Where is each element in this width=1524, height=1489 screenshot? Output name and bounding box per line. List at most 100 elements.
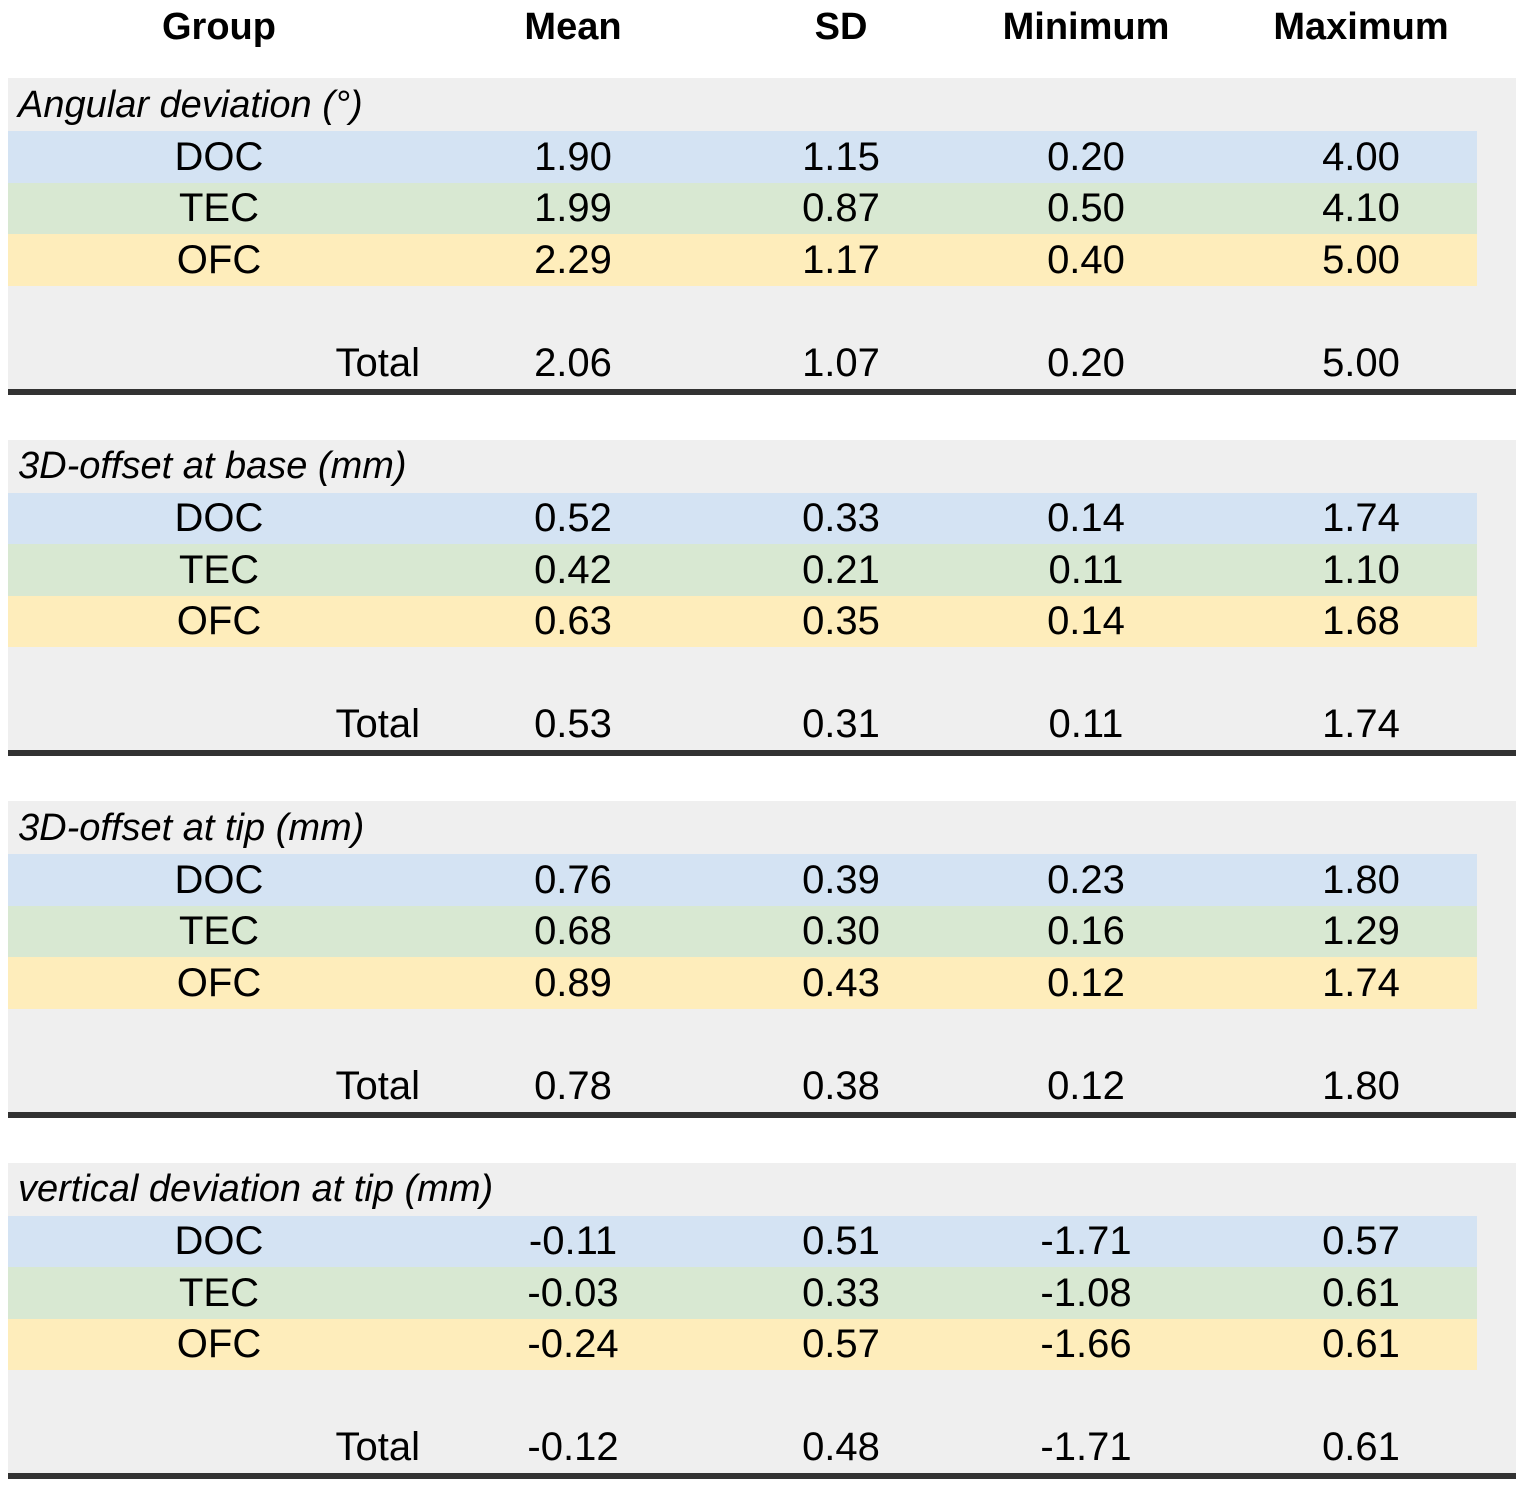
table-row-doc: DOC 0.52 0.33 0.14 1.74: [8, 492, 1516, 544]
section-vertical-deviation-at-tip: vertical deviation at tip (mm) DOC -0.11…: [8, 1162, 1516, 1479]
min-cell: 0.11: [1048, 702, 1124, 747]
group-cell: OFC: [176, 960, 262, 1005]
max-cell: 0.61: [1322, 1270, 1400, 1315]
table-row-ofc: OFC 0.63 0.35 0.14 1.68: [8, 595, 1516, 647]
mean-cell: 0.76: [534, 857, 612, 902]
mean-cell: 0.53: [534, 702, 612, 747]
table-header-row: Group Mean SD Minimum Maximum: [8, 0, 1516, 78]
sd-cell: 0.43: [802, 960, 880, 1005]
min-cell: 0.50: [1047, 186, 1125, 231]
sd-cell: 0.21: [802, 547, 880, 592]
spacer-row: [8, 647, 1516, 699]
min-cell: 0.14: [1047, 599, 1125, 644]
table-row-ofc: OFC 0.89 0.43 0.12 1.74: [8, 957, 1516, 1009]
sd-cell: 0.39: [802, 857, 880, 902]
mean-cell: -0.03: [527, 1270, 619, 1315]
max-cell: 1.10: [1322, 547, 1400, 592]
table-row-tec: TEC 0.68 0.30 0.16 1.29: [8, 905, 1516, 957]
mean-cell: 2.29: [534, 237, 612, 282]
section-title: vertical deviation at tip (mm): [18, 1168, 494, 1210]
min-cell: 0.20: [1047, 340, 1125, 385]
min-cell: 0.12: [1047, 960, 1125, 1005]
max-cell: 4.00: [1322, 134, 1400, 179]
min-cell: -1.71: [1040, 1219, 1132, 1264]
mean-cell: 0.78: [534, 1063, 612, 1108]
spacer-row: [8, 1370, 1516, 1422]
max-cell: 1.74: [1322, 702, 1400, 747]
max-cell: 0.61: [1322, 1322, 1400, 1367]
mean-cell: 0.68: [534, 909, 612, 954]
max-cell: 4.10: [1322, 186, 1400, 231]
max-cell: 1.29: [1322, 909, 1400, 954]
max-cell: 5.00: [1322, 340, 1400, 385]
sd-cell: 0.35: [802, 599, 880, 644]
group-cell: TEC: [179, 909, 259, 954]
group-cell: TEC: [179, 186, 259, 231]
sd-cell: 1.17: [802, 237, 880, 282]
total-label: Total: [335, 1063, 421, 1108]
mean-cell: 0.42: [534, 547, 612, 592]
section-title: Angular deviation (°): [18, 83, 363, 126]
column-header-sd: SD: [814, 6, 868, 48]
group-cell: DOC: [174, 857, 264, 902]
total-row: Total 0.53 0.31 0.11 1.74: [8, 699, 1516, 751]
total-row: Total 0.78 0.38 0.12 1.80: [8, 1060, 1516, 1112]
group-cell: OFC: [176, 599, 262, 644]
max-cell: 1.80: [1322, 1063, 1400, 1108]
table-row-doc: DOC 1.90 1.15 0.20 4.00: [8, 131, 1516, 183]
section-title: 3D-offset at tip (mm): [18, 806, 365, 849]
column-header-minimum: Minimum: [1002, 6, 1170, 48]
mean-cell: -0.11: [528, 1219, 618, 1264]
column-header-mean: Mean: [524, 6, 622, 48]
table-row-ofc: OFC 2.29 1.17 0.40 5.00: [8, 234, 1516, 286]
section-title: 3D-offset at base (mm): [18, 445, 407, 487]
mean-cell: 0.63: [534, 599, 612, 644]
sd-cell: 0.87: [802, 186, 880, 231]
sd-cell: 0.33: [802, 496, 880, 541]
min-cell: 0.11: [1048, 547, 1124, 592]
sd-cell: 1.07: [802, 340, 880, 385]
column-header-group: Group: [162, 6, 276, 48]
max-cell: 0.61: [1322, 1425, 1400, 1470]
mean-cell: 2.06: [534, 340, 612, 385]
spacer-row: [8, 1009, 1516, 1061]
group-cell: TEC: [179, 1270, 259, 1315]
table-row-tec: TEC 1.99 0.87 0.50 4.10: [8, 182, 1516, 234]
min-cell: 0.20: [1047, 134, 1125, 179]
mean-cell: -0.12: [527, 1425, 619, 1470]
min-cell: 0.40: [1047, 237, 1125, 282]
max-cell: 1.74: [1322, 496, 1400, 541]
total-row: Total -0.12 0.48 -1.71 0.61: [8, 1422, 1516, 1474]
mean-cell: 1.90: [534, 134, 612, 179]
mean-cell: 0.52: [534, 496, 612, 541]
group-cell: DOC: [174, 134, 264, 179]
max-cell: 1.74: [1322, 960, 1400, 1005]
section-angular-deviation: Angular deviation (°) DOC 1.90 1.15 0.20…: [8, 78, 1516, 395]
min-cell: -1.71: [1040, 1425, 1132, 1470]
group-cell: DOC: [174, 1219, 264, 1264]
sd-cell: 0.33: [802, 1270, 880, 1315]
min-cell: 0.12: [1047, 1063, 1125, 1108]
sd-cell: 0.57: [802, 1322, 880, 1367]
max-cell: 0.57: [1322, 1219, 1400, 1264]
max-cell: 5.00: [1322, 237, 1400, 282]
section-3d-offset-at-base: 3D-offset at base (mm) DOC 0.52 0.33 0.1…: [8, 439, 1516, 756]
table-row-doc: DOC -0.11 0.51 -1.71 0.57: [8, 1215, 1516, 1267]
min-cell: 0.23: [1047, 857, 1125, 902]
table-row-tec: TEC -0.03 0.33 -1.08 0.61: [8, 1267, 1516, 1319]
group-cell: DOC: [174, 496, 264, 541]
max-cell: 1.80: [1322, 857, 1400, 902]
sd-cell: 0.48: [802, 1425, 880, 1470]
table-row-ofc: OFC -0.24 0.57 -1.66 0.61: [8, 1318, 1516, 1370]
total-label: Total: [335, 340, 421, 385]
sd-cell: 0.38: [802, 1063, 880, 1108]
group-cell: OFC: [176, 237, 262, 282]
group-cell: TEC: [179, 547, 259, 592]
total-label: Total: [335, 702, 421, 747]
column-header-maximum: Maximum: [1273, 6, 1449, 48]
mean-cell: -0.24: [527, 1322, 619, 1367]
section-3d-offset-at-tip: 3D-offset at tip (mm) DOC 0.76 0.39 0.23…: [8, 801, 1516, 1118]
min-cell: 0.16: [1047, 909, 1125, 954]
total-row: Total 2.06 1.07 0.20 5.00: [8, 337, 1516, 389]
